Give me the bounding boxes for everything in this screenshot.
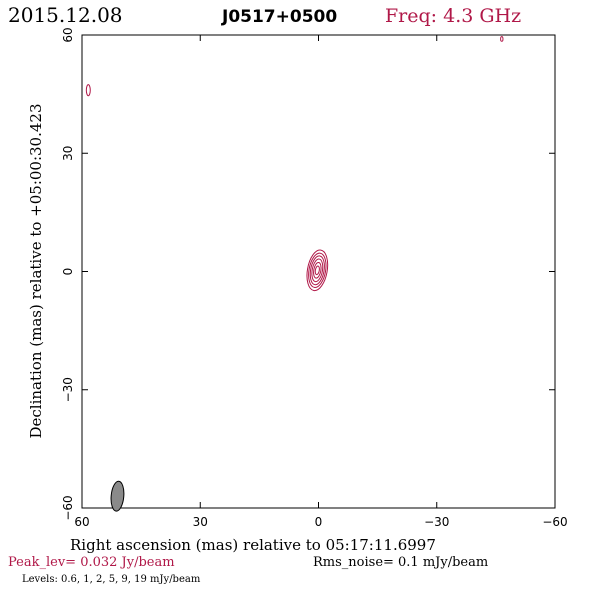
core-contour-6 [306, 249, 329, 292]
spurious-contour-1 [85, 84, 91, 97]
x-tick-label: 60 [74, 515, 89, 529]
core-contour-5 [308, 252, 327, 288]
rms-noise: Rms_noise= 0.1 mJy/beam [313, 555, 488, 570]
contour-lines [85, 36, 504, 292]
core-contour-2 [313, 262, 322, 279]
y-tick-label: 0 [61, 268, 75, 276]
contour-levels: Levels: 0.6, 1, 2, 5, 9, 19 mJy/beam [22, 574, 201, 585]
core-contour-4 [309, 255, 325, 286]
y-tick-label: 60 [61, 27, 75, 42]
core-contour-3 [311, 258, 324, 283]
x-tick-labels: 60 30 0 −30 −60 [74, 515, 567, 529]
x-tick-label: 0 [315, 515, 323, 529]
y-tick-labels: −60 −30 0 30 60 [61, 27, 75, 520]
beam-ellipse-group [110, 480, 125, 512]
y-tick-label: −30 [61, 377, 75, 402]
observation-date: 2015.12.08 [8, 3, 123, 27]
source-name: J0517+0500 [221, 7, 337, 27]
y-tick-label: −60 [61, 495, 75, 520]
x-tick-label: −60 [542, 515, 567, 529]
beam-ellipse [110, 480, 125, 512]
x-tick-label: −30 [424, 515, 449, 529]
peak-level: Peak_lev= 0.032 Jy/beam [8, 555, 175, 570]
x-tick-label: 30 [193, 515, 208, 529]
y-tick-label: 30 [61, 146, 75, 161]
spurious-contour-2 [500, 36, 504, 42]
axis-ticks [81, 34, 556, 509]
plot-frame [81, 34, 556, 509]
x-axis-label: Right ascension (mas) relative to 05:17:… [70, 536, 436, 554]
core-contour-1 [314, 265, 320, 276]
frequency-label: Freq: 4.3 GHz [385, 5, 521, 27]
y-axis-label: Declination (mas) relative to +05:00:30.… [27, 103, 45, 438]
